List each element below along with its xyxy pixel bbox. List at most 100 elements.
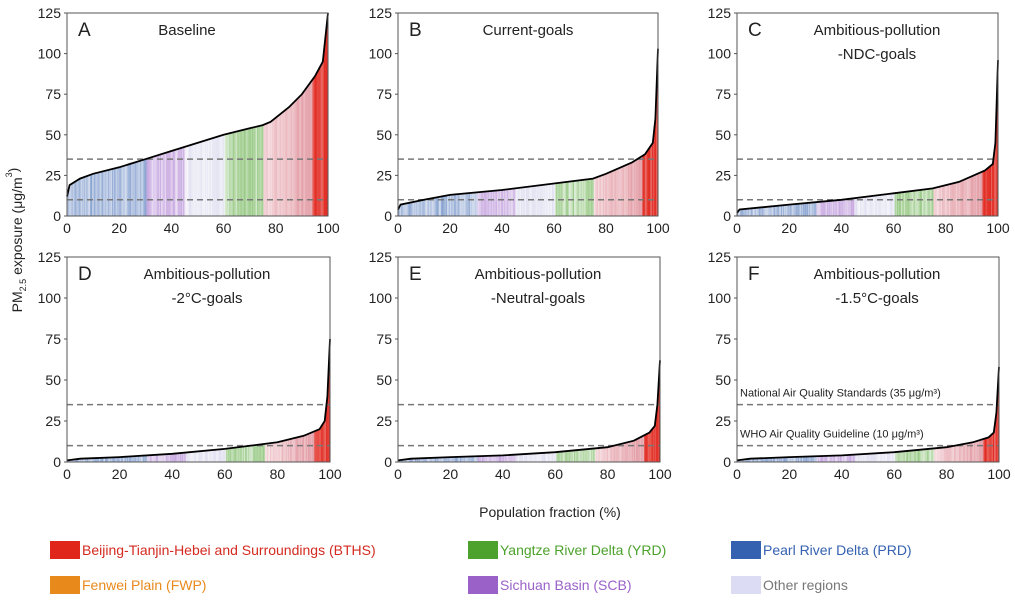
y-tick-label: 75 (376, 86, 392, 102)
stripe-prd (138, 455, 140, 462)
x-tick-label: 60 (547, 466, 563, 482)
stripe-yrd (901, 192, 904, 216)
stripe-fwp (276, 442, 278, 462)
stripe-fwp (960, 444, 962, 462)
stripe-prd (110, 169, 113, 216)
stripe-bths (314, 76, 316, 216)
stripe-prd (743, 209, 745, 216)
stripe-scb (507, 189, 509, 216)
stripe-prd (109, 457, 111, 462)
stripe-other (210, 138, 212, 216)
stripe-bths (645, 434, 647, 462)
stripe-other (221, 135, 223, 216)
stripe-scb (839, 199, 841, 216)
stripe-other (215, 137, 217, 216)
stripe-prd (815, 456, 817, 462)
stripe-prd (99, 457, 101, 462)
stripe-prd (456, 194, 458, 216)
stripe-scb (509, 189, 511, 216)
stripe-scb (486, 191, 488, 216)
stripe-other (871, 453, 873, 462)
stripe-prd (459, 456, 462, 462)
stripe-prd (792, 456, 794, 462)
panel-title: Current-goals (483, 22, 574, 39)
stripe-bths (986, 168, 988, 216)
stripe-scb (851, 454, 853, 462)
stripe-prd (110, 457, 112, 462)
stripe-other (534, 453, 536, 462)
stripe-scb (146, 455, 149, 462)
stripe-prd (113, 168, 116, 216)
stripe-yrd (230, 448, 232, 462)
stripe-fwp (975, 174, 977, 216)
stripe-yrd (256, 444, 258, 462)
stripe-yrd (915, 450, 917, 462)
stripe-scb (146, 158, 148, 216)
stripe-other (196, 451, 198, 462)
stripe-yrd (895, 452, 897, 462)
stripe-fwp (310, 82, 312, 216)
stripe-scb (151, 455, 153, 462)
stripe-scb (492, 190, 494, 216)
stripe-bths (656, 404, 659, 462)
stripe-scb (838, 200, 840, 216)
stripe-other (519, 187, 522, 216)
stripe-scb (154, 156, 157, 216)
legend-label: Beijing-Tianjin-Hebei and Surroundings (… (82, 542, 376, 558)
stripe-scb (154, 454, 156, 462)
stripe-prd (134, 162, 137, 216)
stripe-fwp (297, 97, 300, 216)
stripe-fwp (267, 122, 269, 216)
stripe-yrd (238, 131, 240, 216)
stripe-yrd (918, 449, 920, 462)
stripe-scb (820, 201, 822, 216)
stripe-fwp (283, 440, 286, 462)
stripe-prd (474, 192, 477, 216)
stripe-prd (769, 206, 771, 216)
stripe-prd (446, 457, 448, 462)
stripe-prd (806, 202, 809, 216)
stripe-fwp (973, 175, 976, 216)
stripe-prd (796, 456, 799, 462)
stripe-scb (172, 453, 174, 462)
stripe-scb (169, 151, 171, 216)
stripe-prd (761, 458, 763, 462)
stripe-scb (820, 456, 823, 462)
stripe-prd (97, 172, 99, 216)
stripe-other (536, 453, 538, 462)
stripe-other (217, 136, 219, 216)
stripe-scb (822, 201, 824, 216)
stripe-prd (751, 208, 753, 216)
stripe-prd (407, 203, 409, 216)
exposure-curve (397, 360, 661, 462)
stripe-scb (173, 150, 175, 216)
stripe-prd (465, 193, 467, 216)
stripe-yrd (897, 192, 900, 216)
stripe-scb (175, 453, 177, 462)
exposure-curve (66, 338, 331, 462)
stripe-bths (653, 426, 656, 462)
stripe-yrd (582, 449, 584, 462)
stripe-yrd (910, 450, 913, 462)
stripe-other (213, 137, 215, 216)
stripe-prd (97, 457, 99, 462)
stripe-fwp (279, 441, 281, 462)
stripe-prd (133, 456, 135, 462)
stripe-prd (786, 457, 788, 462)
stripe-prd (464, 456, 466, 462)
y-tick-label: 75 (376, 331, 392, 347)
stripe-prd (139, 160, 141, 216)
stripe-fwp (277, 115, 280, 216)
stripe-yrd (575, 180, 578, 216)
stripe-prd (754, 207, 757, 216)
stripe-fwp (276, 116, 279, 216)
stripe-scb (160, 154, 163, 216)
stripe-other (197, 451, 199, 462)
legend-label: Fenwei Plain (FWP) (82, 577, 207, 593)
stripe-fwp (958, 181, 960, 216)
stripe-scb (845, 455, 848, 462)
stripe-other (189, 145, 191, 216)
stripe-fwp (607, 173, 609, 216)
stripe-yrd (577, 450, 579, 462)
stripe-scb (492, 455, 494, 462)
